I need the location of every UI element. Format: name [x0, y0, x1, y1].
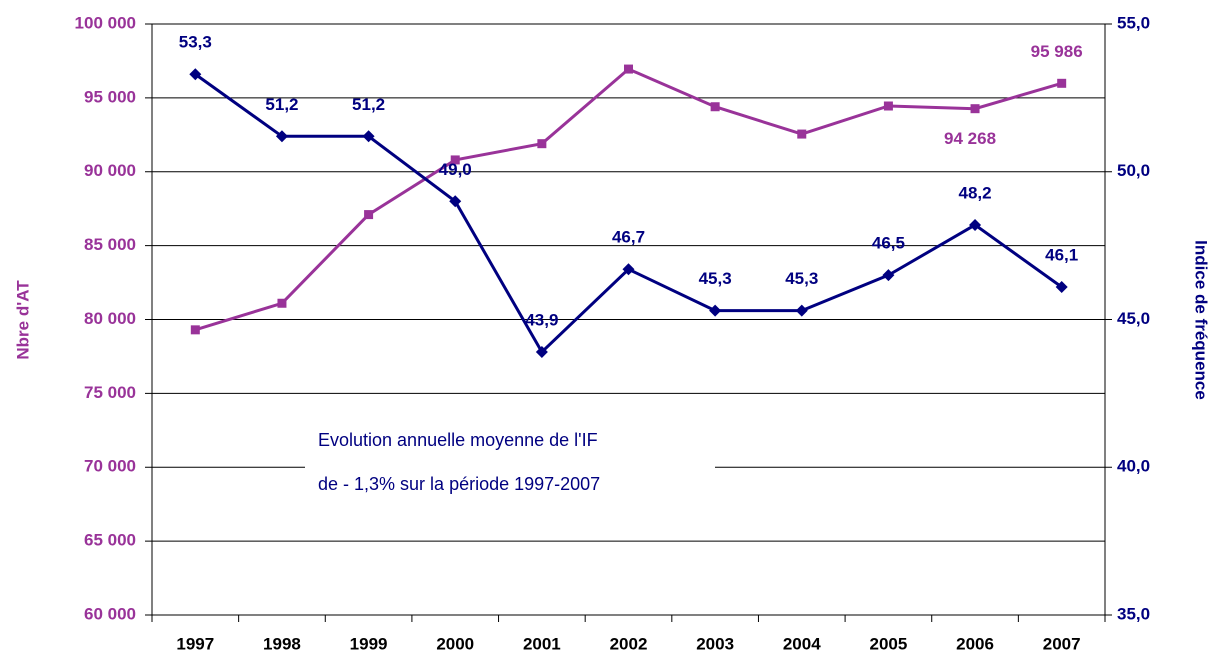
y-tick-label: 85 000: [84, 235, 136, 254]
data-label: 45,3: [785, 269, 818, 288]
x-tick-label: 2003: [696, 634, 734, 653]
marker: [709, 304, 722, 317]
y2-tick-label: 55,0: [1117, 13, 1150, 32]
marker: [535, 346, 548, 359]
series-line: [194, 67, 1063, 332]
data-label: 48,2: [958, 183, 991, 202]
data-label: 46,7: [612, 228, 645, 247]
marker: [970, 104, 980, 114]
x-tick-label: 2007: [1043, 634, 1081, 653]
marker: [969, 218, 982, 231]
marker: [1057, 78, 1067, 88]
x-tick-label: 2001: [523, 634, 561, 653]
series-line: [194, 73, 1063, 355]
data-label: 51,2: [265, 95, 298, 114]
marker: [449, 195, 462, 208]
data-label: 95 986: [1031, 42, 1083, 61]
y-tick-label: 70 000: [84, 457, 136, 476]
y2-tick-label: 45,0: [1117, 309, 1150, 328]
data-label: 53,3: [179, 33, 212, 52]
data-label: 46,1: [1045, 245, 1078, 264]
y-tick-label: 60 000: [84, 604, 136, 623]
marker: [795, 304, 808, 317]
marker: [364, 210, 374, 220]
y-tick-label: 75 000: [84, 383, 136, 402]
y-axis-title: Nbre d'AT: [13, 280, 32, 360]
marker: [189, 68, 202, 81]
data-label: 45,3: [699, 269, 732, 288]
marker: [277, 298, 287, 308]
x-tick-label: 2005: [869, 634, 907, 653]
marker: [797, 129, 807, 139]
x-tick-label: 1997: [176, 634, 214, 653]
y2-axis-title: Indice de fréquence: [1192, 240, 1211, 400]
x-tick-label: 1999: [350, 634, 388, 653]
marker: [1055, 280, 1068, 293]
data-label: 51,2: [352, 95, 385, 114]
marker: [362, 130, 375, 143]
marker: [622, 263, 635, 276]
marker: [710, 102, 720, 112]
marker: [190, 325, 200, 335]
x-tick-label: 1998: [263, 634, 301, 653]
x-tick-label: 2006: [956, 634, 994, 653]
y2-tick-label: 50,0: [1117, 161, 1150, 180]
y2-tick-label: 40,0: [1117, 457, 1150, 476]
y2-tick-label: 35,0: [1117, 604, 1150, 623]
marker: [450, 155, 460, 165]
y-tick-label: 80 000: [84, 309, 136, 328]
marker: [624, 64, 633, 74]
data-label: 46,5: [872, 234, 905, 253]
x-tick-label: 2002: [610, 634, 648, 653]
marker: [882, 269, 895, 282]
y-tick-label: 100 000: [75, 13, 136, 32]
data-label: 94 268: [944, 129, 996, 148]
x-tick-label: 2004: [783, 634, 821, 653]
marker: [883, 101, 893, 111]
data-label: 43,9: [525, 310, 558, 329]
data-label: 49,0: [439, 160, 472, 179]
y-tick-label: 90 000: [84, 161, 136, 180]
annotation-bg: [305, 425, 715, 505]
marker: [537, 139, 547, 149]
y-tick-label: 65 000: [84, 531, 136, 550]
marker: [275, 130, 288, 143]
y-tick-label: 95 000: [84, 87, 136, 106]
annotation: de - 1,3% sur la période 1997-2007: [318, 474, 600, 494]
annotation: Evolution annuelle moyenne de l'IF: [318, 430, 598, 450]
x-tick-label: 2000: [436, 634, 474, 653]
